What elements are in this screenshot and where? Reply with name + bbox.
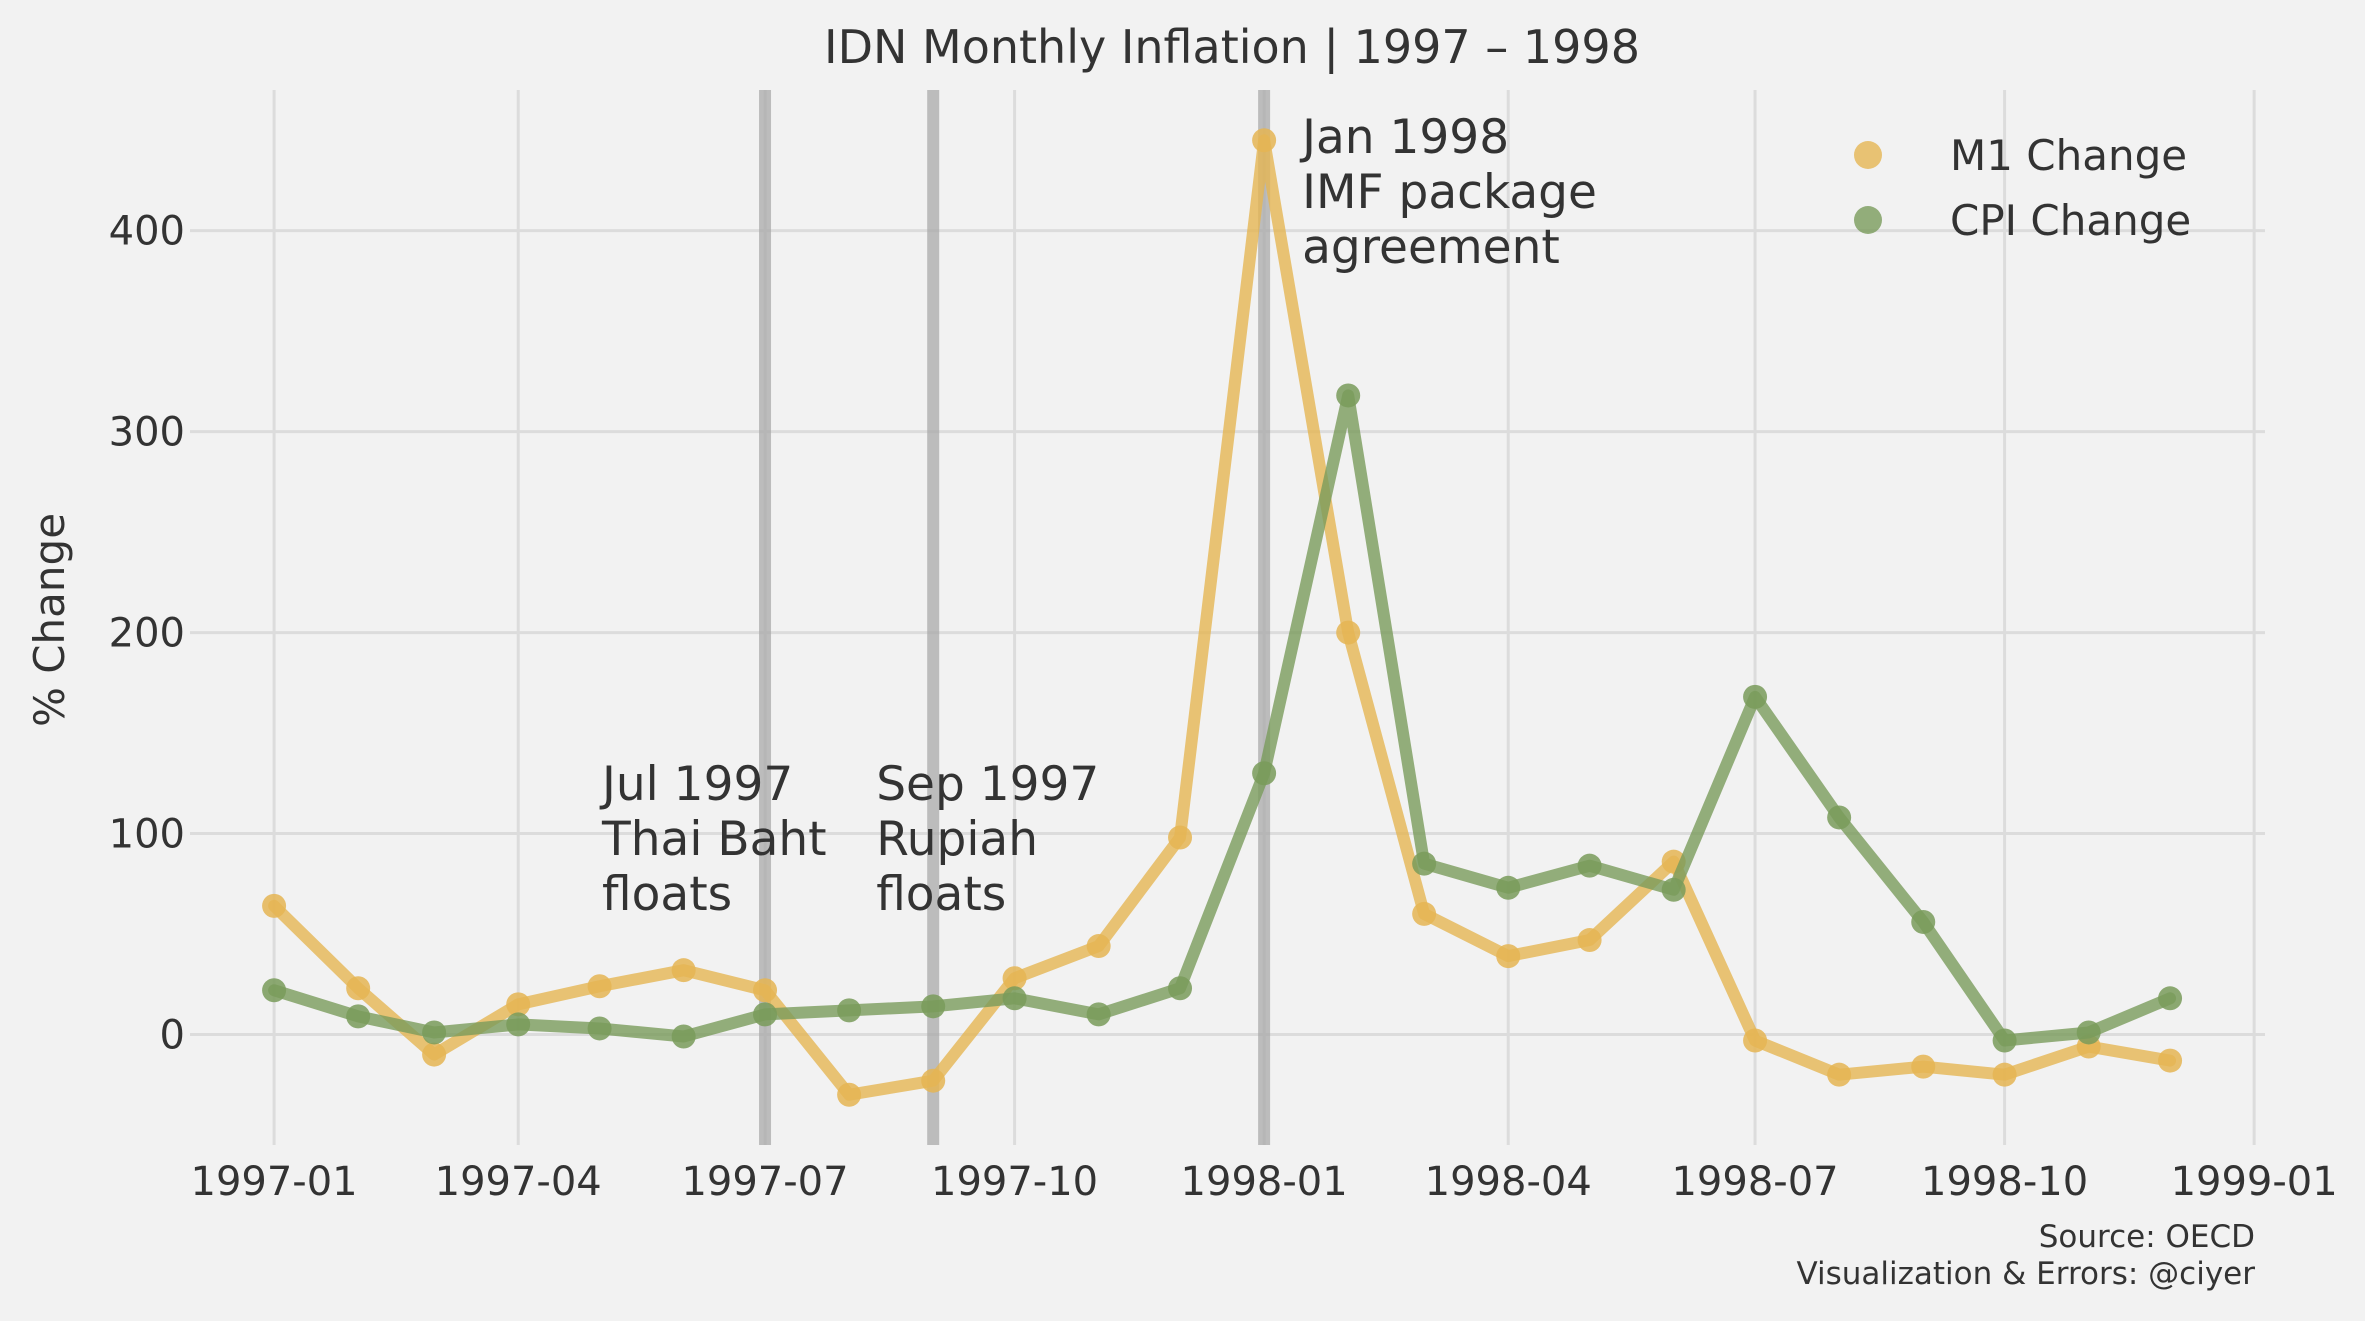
series-line [268,134,2177,1101]
data-point [1086,1002,1111,1027]
event-label-line: Rupiah [876,812,1038,867]
legend-marker [1854,206,1882,234]
data-point [921,994,946,1019]
source-line: Source: OECD [2039,1219,2255,1255]
source-line: Visualization & Errors: @ciyer [1796,1256,2255,1292]
data-point [506,992,531,1017]
event-label-line: Thai Baht [601,812,827,867]
data-point [1002,966,1027,991]
data-point [1827,805,1852,830]
legend: M1 Change CPI Change [1854,131,2191,245]
event-label-line: Jan 1998 [1299,110,1509,165]
grid [190,90,2265,1145]
data-point [1992,1062,2017,1087]
x-tick-label: 1998-10 [1921,1159,2088,1205]
data-point [262,978,287,1003]
legend-marker [1854,141,1882,169]
data-point [1168,976,1193,1001]
legend-label: CPI Change [1950,196,2191,245]
data-point [1911,1054,1936,1079]
y-tick-label: 400 [109,209,185,255]
data-point [346,1004,371,1029]
data-point [1336,383,1361,408]
data-point [1992,1028,2017,1053]
x-tick-label: 1997-01 [191,1159,358,1205]
axis-ticks: 1997-01 1997-04 1997-07 1997-10 1998-01 1998-… [109,209,2338,1205]
event-label: Sep 1997 Rupiah floats [876,757,1099,922]
data-point [1252,128,1277,153]
data-point [837,1082,862,1107]
data-point [753,1002,778,1027]
event-lines [759,90,1271,1145]
data-point [422,1042,447,1067]
y-tick-label: 200 [109,611,185,657]
data-point [346,976,371,1001]
data-point [1496,875,1521,900]
y-tick-label: 300 [109,410,185,456]
data-point [587,1016,612,1041]
series-line [268,389,2177,1047]
x-tick-label: 1997-04 [435,1159,602,1205]
series [262,128,2183,1107]
data-point [753,978,778,1003]
x-tick-label: 1997-07 [681,1159,848,1205]
data-point [2158,1048,2183,1073]
data-point [837,998,862,1023]
event-label: Jan 1998 IMF package agreement [1299,110,1597,275]
event-label-line: Jul 1997 [599,757,793,812]
data-point [671,1024,696,1049]
event-label: Jul 1997 Thai Baht floats [599,757,827,922]
data-point [1577,928,1602,953]
data-point [1827,1062,1852,1087]
x-tick-label: 1999-01 [2171,1159,2338,1205]
legend-label: M1 Change [1950,131,2187,180]
data-point [2076,1020,2101,1045]
event-label-line: floats [602,867,732,922]
x-tick-label: 1998-04 [1425,1159,1592,1205]
data-point [1661,877,1686,902]
data-point [1743,684,1768,709]
data-point [1336,620,1361,645]
data-point [1412,851,1437,876]
x-tick-label: 1998-01 [1181,1159,1348,1205]
event-label-line: Sep 1997 [876,757,1099,812]
y-tick-label: 100 [109,812,185,858]
data-point [1412,901,1437,926]
data-point [1496,944,1521,969]
chart-title: IDN Monthly Inflation | 1997 – 1998 [824,20,1640,75]
data-point [1911,909,1936,934]
y-tick-label: 0 [160,1012,185,1058]
event-label-line: IMF package [1302,165,1597,220]
x-tick-label: 1998-07 [1671,1159,1838,1205]
event-label-line: agreement [1302,220,1560,275]
data-point [1743,1028,1768,1053]
data-point [2158,986,2183,1011]
data-point [1252,761,1277,786]
data-point [1168,825,1193,850]
data-point [587,974,612,999]
data-point [262,893,287,918]
y-axis-label: % Change [25,513,74,727]
data-point [1002,986,1027,1011]
data-point [921,1068,946,1093]
data-point [1577,853,1602,878]
data-point [506,1012,531,1037]
x-tick-label: 1997-10 [931,1159,1098,1205]
event-label-line: floats [876,867,1006,922]
data-point [1086,934,1111,959]
series-cpi [262,383,2183,1053]
series-m1 [262,128,2183,1107]
data-point [422,1020,447,1045]
data-point [671,958,696,983]
